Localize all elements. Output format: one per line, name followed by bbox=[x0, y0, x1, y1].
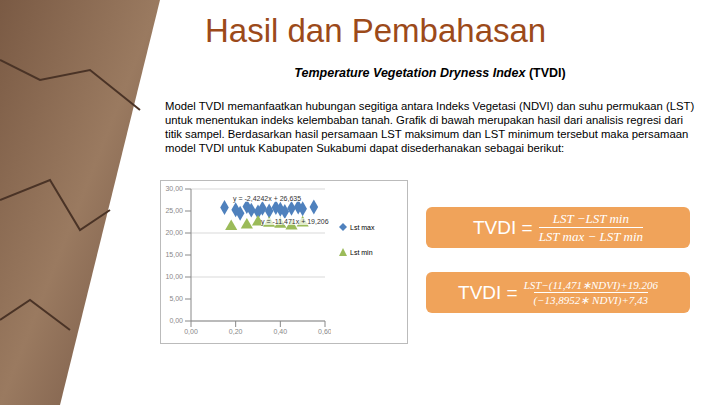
html-text:(−13,8952∗ NDVI)+7,43: (−13,8952∗ NDVI)+7,43 bbox=[533, 293, 649, 306]
svg-text:25,00: 25,00 bbox=[165, 207, 183, 214]
svg-text:5,00: 5,00 bbox=[169, 295, 183, 302]
svg-text:15,00: 15,00 bbox=[165, 251, 183, 258]
svg-text:0,00: 0,00 bbox=[184, 328, 198, 335]
svg-text:0,60: 0,60 bbox=[318, 328, 331, 335]
svg-text:10,00: 10,00 bbox=[165, 273, 183, 280]
html-text:Model TVDI memanfaatkan hubung: Model TVDI memanfaatkan hubungan segitig… bbox=[165, 100, 695, 154]
html-text:Lst min: Lst min bbox=[350, 248, 373, 256]
html-text:y = -2,4242x + 26,635: y = -2,4242x + 26,635 bbox=[233, 195, 302, 202]
html-text:Lst max: Lst max bbox=[350, 223, 375, 231]
svg-text:0,00: 0,00 bbox=[169, 317, 183, 324]
svg-text:0,20: 0,20 bbox=[229, 328, 243, 335]
svg-text:0,40: 0,40 bbox=[274, 328, 288, 335]
svg-text:20,00: 20,00 bbox=[165, 229, 183, 236]
html-text:LST max − LST min: LST max − LST min bbox=[538, 228, 643, 244]
svg-text:30,00: 30,00 bbox=[165, 185, 183, 192]
html-text:TVDI = LST−(11,471∗NDVI)+19.20: TVDI = LST−(11,471∗NDVI)+19.206 bbox=[458, 278, 658, 303]
html-text:Hasil dan Pembahasan: Hasil dan Pembahasan bbox=[205, 12, 547, 49]
html-text:y = -11,471x + 19,206: y = -11,471x + 19,206 bbox=[261, 218, 329, 225]
html-text:LST −LST min: LST −LST min bbox=[552, 210, 629, 226]
html-text:Temperature Vegetation Dryness: Temperature Vegetation Dryness Index (TV… bbox=[294, 66, 566, 80]
html-text:TVDI =: TVDI = bbox=[473, 216, 533, 238]
